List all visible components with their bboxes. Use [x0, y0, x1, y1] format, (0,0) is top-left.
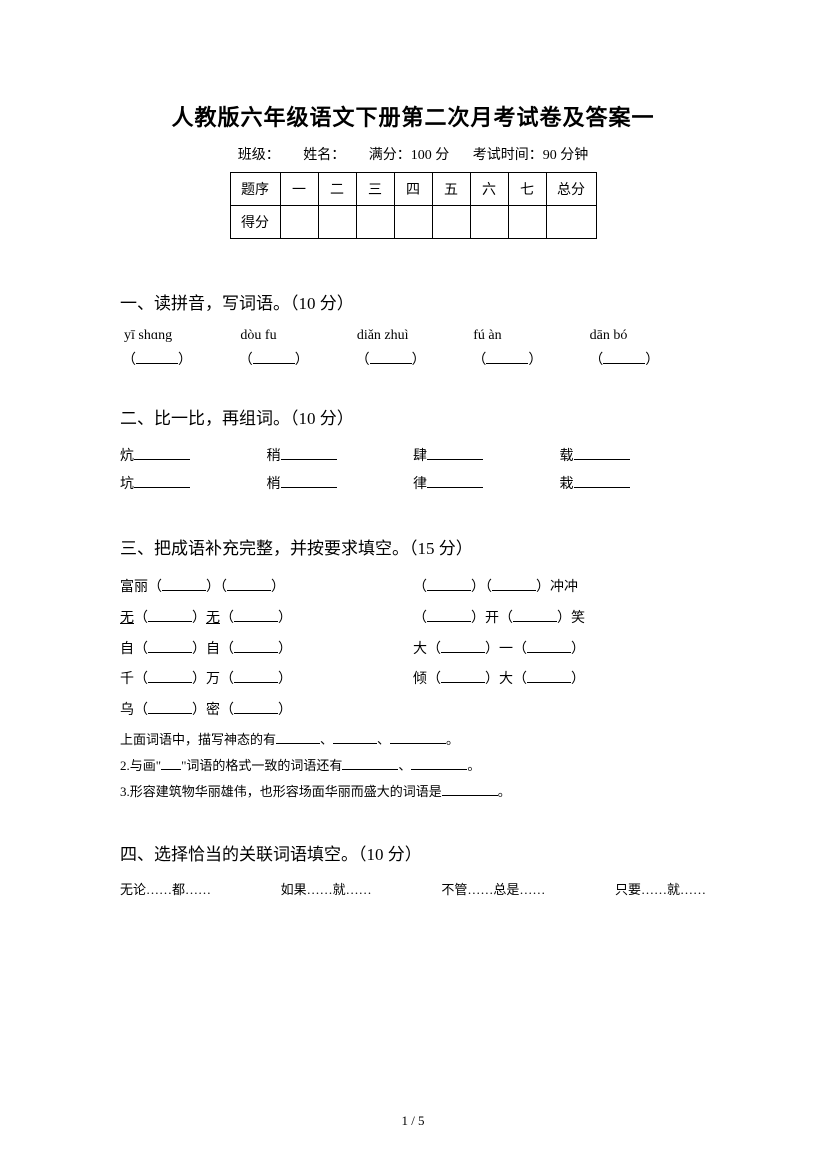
- exam-header: 班级： 姓名： 满分：100 分 考试时间：90 分钟: [120, 144, 706, 164]
- idiom-left: 无（）无（）: [120, 604, 413, 635]
- idiom-left: 千（）万（）: [120, 665, 413, 696]
- table-cell: 三: [356, 173, 394, 206]
- blank-item: （）: [239, 348, 356, 369]
- table-cell: [318, 206, 356, 239]
- idiom-row: 自（）自（） 大（）一（）: [120, 635, 706, 666]
- idiom-right: 倾（）大（）: [413, 665, 706, 696]
- idiom-left: 乌（）密（）: [120, 696, 413, 727]
- table-cell: [508, 206, 546, 239]
- idiom-q1: 上面词语中，描写神态的有、、。: [120, 727, 706, 753]
- conjunction-row: 无论……都…… 如果……就…… 不管……总是…… 只要……就……: [120, 879, 706, 898]
- page-title: 人教版六年级语文下册第二次月考试卷及答案一: [120, 100, 706, 132]
- char-item: 载: [560, 443, 707, 471]
- table-row: 题序 一 二 三 四 五 六 七 总分: [230, 173, 596, 206]
- name-label: 姓名：: [303, 148, 345, 163]
- idiom-row: 无（）无（） （）开（）笑: [120, 604, 706, 635]
- idiom-q2: 2.与画""词语的格式一致的词语还有、。: [120, 753, 706, 779]
- pinyin-row: yī shɑng dòu fu diǎn zhuì fú àn dān bó: [120, 328, 706, 344]
- blank-item: （）: [589, 348, 706, 369]
- conjunction-section: 无论……都…… 如果……就…… 不管……总是…… 只要……就……: [120, 879, 706, 898]
- idiom-row: 富丽（）（） （）（）冲冲: [120, 573, 706, 604]
- table-cell: [546, 206, 596, 239]
- idiom-right: [413, 696, 706, 727]
- conjunction-option: 只要……就……: [615, 879, 706, 898]
- char-item: 肆: [413, 443, 560, 471]
- section-1-title: 一、读拼音，写词语。（10 分）: [120, 289, 706, 314]
- pinyin-blank-row: （） （） （） （） （）: [120, 348, 706, 369]
- conjunction-option: 不管……总是……: [441, 879, 545, 898]
- table-cell: [280, 206, 318, 239]
- table-cell: 得分: [230, 206, 280, 239]
- blank-item: （）: [356, 348, 473, 369]
- table-cell: 七: [508, 173, 546, 206]
- section-4-title: 四、选择恰当的关联词语填空。（10 分）: [120, 840, 706, 865]
- char-row: 炕 稍 肆 载: [120, 443, 706, 471]
- idiom-left: 富丽（）（）: [120, 573, 413, 604]
- table-row: 得分: [230, 206, 596, 239]
- table-cell: 四: [394, 173, 432, 206]
- idiom-section: 富丽（）（） （）（）冲冲 无（）无（） （）开（）笑 自（）自（） 大（）一（…: [120, 573, 706, 727]
- table-cell: 五: [432, 173, 470, 206]
- blank-item: （）: [122, 348, 239, 369]
- class-label: 班级：: [238, 148, 280, 163]
- pinyin-item: dòu fu: [240, 328, 356, 344]
- score-label: 满分：100 分: [369, 148, 450, 163]
- idiom-right: （）（）冲冲: [413, 573, 706, 604]
- conjunction-option: 无论……都……: [120, 879, 211, 898]
- idiom-row: 乌（）密（）: [120, 696, 706, 727]
- table-cell: [470, 206, 508, 239]
- pinyin-item: yī shɑng: [124, 328, 240, 344]
- pinyin-item: fú àn: [473, 328, 589, 344]
- char-compare: 炕 稍 肆 载 坑 梢 律 栽: [120, 443, 706, 499]
- section-2-title: 二、比一比，再组词。（10 分）: [120, 404, 706, 429]
- score-table: 题序 一 二 三 四 五 六 七 总分 得分: [230, 172, 597, 239]
- char-item: 栽: [560, 471, 707, 499]
- idiom-left: 自（）自（）: [120, 635, 413, 666]
- pinyin-item: dān bó: [590, 328, 706, 344]
- table-cell: [432, 206, 470, 239]
- idiom-row: 千（）万（） 倾（）大（）: [120, 665, 706, 696]
- table-cell: 题序: [230, 173, 280, 206]
- time-label: 考试时间：90 分钟: [473, 148, 589, 163]
- char-item: 炕: [120, 443, 267, 471]
- blank-item: （）: [472, 348, 589, 369]
- page-number: 1 / 5: [0, 1113, 826, 1129]
- table-cell: [394, 206, 432, 239]
- table-cell: 六: [470, 173, 508, 206]
- idiom-right: （）开（）笑: [413, 604, 706, 635]
- char-row: 坑 梢 律 栽: [120, 471, 706, 499]
- conjunction-option: 如果……就……: [281, 879, 372, 898]
- char-item: 梢: [267, 471, 414, 499]
- idiom-q3: 3.形容建筑物华丽雄伟，也形容场面华丽而盛大的词语是。: [120, 779, 706, 805]
- table-cell: [356, 206, 394, 239]
- char-item: 稍: [267, 443, 414, 471]
- table-cell: 二: [318, 173, 356, 206]
- table-cell: 总分: [546, 173, 596, 206]
- pinyin-item: diǎn zhuì: [357, 328, 473, 344]
- idiom-right: 大（）一（）: [413, 635, 706, 666]
- table-cell: 一: [280, 173, 318, 206]
- char-item: 律: [413, 471, 560, 499]
- section-3-title: 三、把成语补充完整，并按要求填空。（15 分）: [120, 534, 706, 559]
- char-item: 坑: [120, 471, 267, 499]
